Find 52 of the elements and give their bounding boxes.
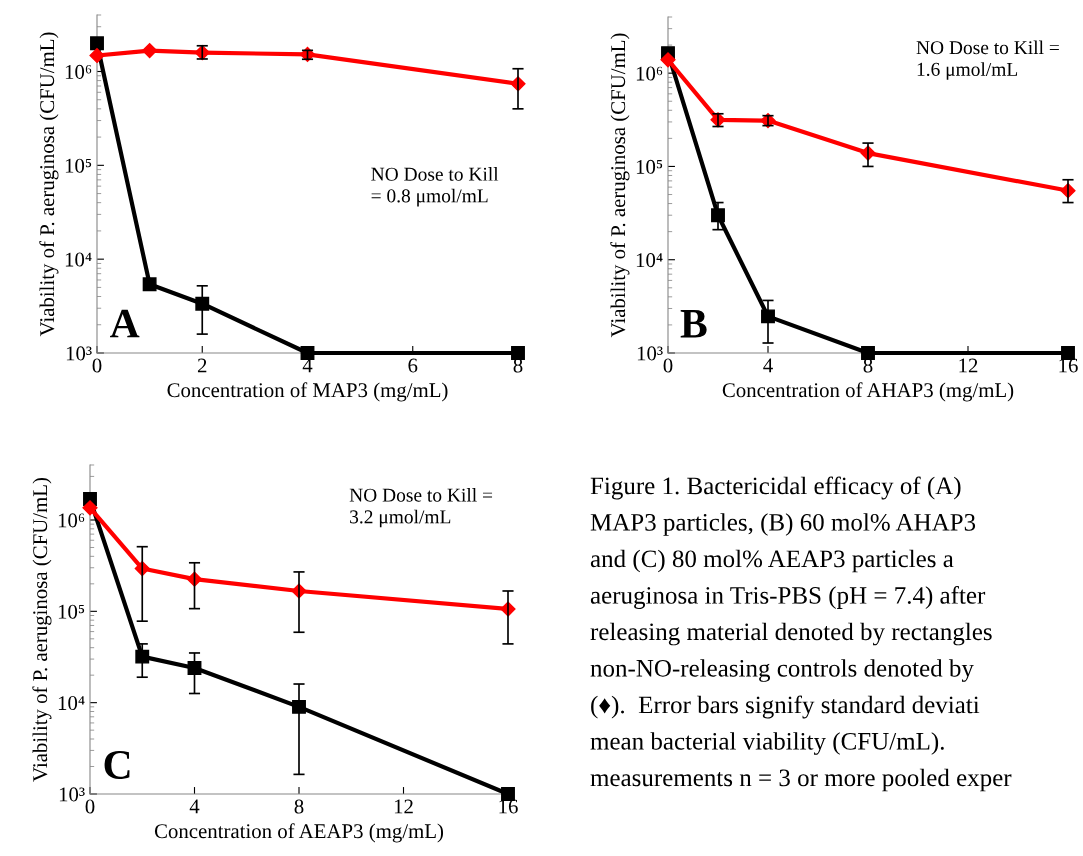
x-tick-label: 0 — [663, 358, 673, 373]
x-tick-label: 12 — [959, 358, 978, 373]
x-tick-label: 4 — [189, 799, 200, 814]
y-tick-label: 10³ — [66, 346, 92, 361]
annotation: B — [680, 310, 707, 338]
y-tick-label: 10⁵ — [58, 604, 85, 619]
text: releasing material denoted by rectangles — [590, 622, 992, 646]
point — [82, 500, 98, 516]
y-tick-label: 10⁶ — [58, 513, 85, 528]
point — [660, 52, 676, 68]
point — [90, 36, 104, 51]
y-tick-label: 10³ — [59, 787, 85, 802]
x-axis-title: Concentration of AEAP3 (mg/mL) — [154, 823, 444, 843]
x-axis-title: Concentration of MAP3 (mg/mL) — [167, 382, 448, 402]
point — [89, 47, 105, 64]
x-tick-label: 6 — [408, 358, 418, 373]
y-tick-label: 10⁴ — [636, 253, 663, 268]
annotation: NO Dose to Kill = 3.2 μmol/mL — [349, 488, 493, 528]
text: mean bacterial viability (CFU/mL). — [590, 732, 944, 755]
y-tick-label: 10⁵ — [636, 159, 663, 174]
x-axis-title: Concentration of AHAP3 (mg/mL) — [722, 382, 1014, 402]
point — [511, 346, 525, 360]
text: MAP3 particles, (B) 60 mol% AHAP3 — [590, 513, 976, 536]
y-tick-label: 10⁶ — [636, 66, 663, 81]
text: non-NO-releasing controls denoted by — [590, 659, 974, 682]
x-tick-label: 8 — [294, 799, 304, 814]
caption: Figure 1. Bactericidal efficacy of (A) — [590, 476, 961, 500]
x-tick-label: 2 — [197, 358, 207, 373]
y-axis-title: Viability of P. aeruginosa (CFU/mL) — [610, 33, 630, 338]
y-axis-title: Viability of P. aeruginosa (CFU/mL) — [32, 477, 52, 782]
point — [142, 43, 158, 59]
y-tick-label: 10⁴ — [58, 696, 85, 711]
text: aeruginosa in Tris-PBS (pH = 7.4) after — [590, 586, 986, 609]
y-tick-label: 10³ — [637, 346, 663, 361]
text: measurements n = 3 or more pooled exper — [590, 768, 1012, 792]
y-tick-label: 10⁴ — [65, 252, 92, 267]
y-tick-label: 10⁵ — [65, 158, 92, 173]
x-tick-label: 12 — [394, 799, 413, 814]
text: and (C) 80 mol% AEAP3 particles a — [590, 549, 954, 573]
y-tick-label: 10⁶ — [65, 64, 92, 79]
x-tick-label: 4 — [763, 358, 773, 373]
x-tick-label: 0 — [85, 799, 95, 814]
x-tick-label: 0 — [92, 358, 102, 373]
x-tick-label: 4 — [302, 358, 313, 373]
point — [300, 346, 315, 360]
annotation: NO Dose to Kill = 1.6 μmol/mL — [916, 40, 1059, 80]
annotation: C — [104, 750, 130, 779]
text: (♦). Error bars signify standard deviati — [591, 695, 980, 719]
point — [861, 346, 875, 360]
y-axis-title: Viability of P. aeruginosa (CFU/mL) — [39, 32, 59, 337]
annotation: NO Dose to Kill = 0.8 μmol/mL — [371, 167, 499, 207]
annotation: A — [110, 309, 140, 338]
